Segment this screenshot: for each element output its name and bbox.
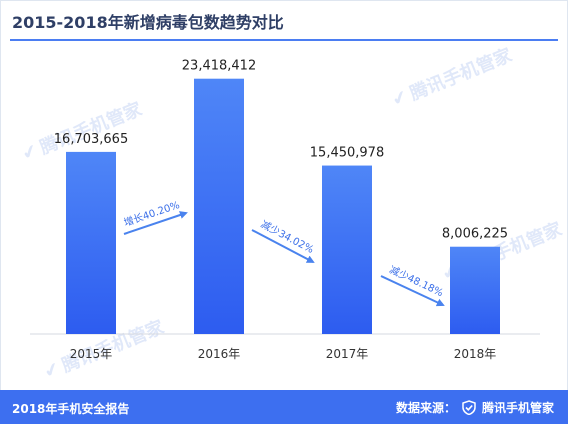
x-tick-label: 2017年 [326,347,369,361]
trend-arrow [123,211,188,235]
bar-2 [194,78,244,334]
x-tick-label: 2016年 [198,347,241,361]
bar-value-label: 23,418,412 [182,59,256,74]
footer-bar: 2018年手机安全报告 数据来源： 腾讯手机管家 [0,390,568,424]
bar-value-label: 15,450,978 [310,146,384,161]
source-brand: 腾讯手机管家 [481,401,554,415]
x-tick-label: 2018年 [454,347,497,361]
trend-arrow [251,229,315,263]
chart-title: 2015-2018年新增病毒包数趋势对比 [12,13,284,32]
trend-arrow [380,275,445,307]
report-name: 2018年手机安全报告 [12,402,130,416]
x-tick-label: 2015年 [70,347,113,361]
bar-value-label: 8,006,225 [442,227,508,242]
data-source: 数据来源： 腾讯手机管家 [396,399,554,416]
shield-check-icon [462,400,476,415]
bar-4 [450,246,500,334]
source-label: 数据来源： [395,401,456,415]
bar-chart: 16,703,665 2015年 23,418,412 2016年 15,450,978… [30,59,540,361]
title-underline [10,39,558,41]
bar-3 [322,165,372,334]
bar-1 [66,151,116,334]
bar-value-label: 16,703,665 [54,132,128,147]
trend-annotation: 减少48.18% [387,264,445,300]
